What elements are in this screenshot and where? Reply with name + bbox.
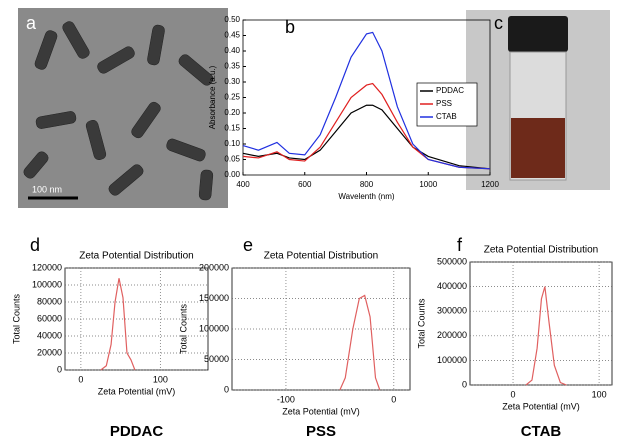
scale-bar-label: 100 nm (32, 184, 62, 194)
y-tick-label: 200000 (437, 330, 467, 340)
y-tick-label: 0.40 (224, 46, 240, 55)
x-axis-label: Zeta Potential (mV) (502, 401, 580, 411)
y-tick-label: 400000 (437, 281, 467, 291)
plot-frame (469, 261, 613, 386)
plot-frame (231, 267, 411, 391)
x-tick-label: -100 (277, 394, 295, 404)
legend-label: CTAB (436, 112, 457, 121)
y-tick-label: 150000 (199, 293, 229, 303)
y-tick-label: 500000 (437, 256, 467, 266)
y-tick-label: 100000 (199, 323, 229, 333)
y-tick-label: 0.05 (224, 155, 240, 164)
chart-title: Zeta Potential Distribution (79, 251, 194, 262)
y-tick-label: 60000 (37, 313, 62, 323)
y-tick-label: 0.10 (224, 139, 240, 148)
y-tick-label: 120000 (32, 262, 62, 272)
y-tick-label: 0 (57, 364, 62, 374)
y-tick-label: 40000 (37, 330, 62, 340)
tem-image (18, 8, 228, 208)
data-line (100, 278, 136, 371)
y-tick-label: 0.50 (224, 15, 240, 24)
legend-label: PSS (436, 99, 452, 108)
y-axis-label: Total Counts (178, 303, 188, 354)
caption: PDDAC (110, 423, 164, 440)
x-tick-label: 0 (78, 374, 83, 384)
chart-title: Zeta Potential Distribution (264, 251, 379, 262)
chart-title: Zeta Potential Distribution (484, 245, 599, 256)
y-tick-label: 0.35 (224, 62, 240, 71)
panel-label: c (494, 13, 503, 33)
x-tick-label: 600 (298, 180, 312, 189)
x-tick-label: 800 (360, 180, 374, 189)
y-tick-label: 0 (224, 384, 229, 394)
y-tick-label: 0.30 (224, 77, 240, 86)
x-tick-label: 100 (592, 389, 607, 399)
data-line (525, 286, 567, 386)
y-axis-label: Absorbance (a.u.) (208, 65, 217, 129)
x-tick-label: 100 (153, 374, 168, 384)
vial-photo (466, 10, 610, 190)
y-tick-label: 0.20 (224, 108, 240, 117)
caption: PSS (306, 423, 336, 440)
data-line (339, 294, 381, 391)
x-axis-label: Wavelenth (nm) (338, 192, 395, 201)
legend-label: PDDAC (436, 86, 464, 95)
y-tick-label: 0.15 (224, 124, 240, 133)
x-tick-label: 400 (236, 180, 250, 189)
y-tick-label: 300000 (437, 306, 467, 316)
x-axis-label: Zeta Potential (mV) (282, 406, 360, 416)
panel-label: f (457, 235, 463, 255)
y-tick-label: 0.25 (224, 93, 240, 102)
x-tick-label: 0 (391, 394, 396, 404)
y-tick-label: 80000 (37, 296, 62, 306)
y-axis-label: Total Counts (11, 293, 21, 344)
y-tick-label: 100000 (437, 355, 467, 365)
y-tick-label: 0 (462, 379, 467, 389)
panel-label: e (243, 235, 253, 255)
y-tick-label: 0.00 (224, 170, 240, 179)
caption: CTAB (521, 423, 562, 440)
y-tick-label: 50000 (204, 354, 229, 364)
y-tick-label: 0.45 (224, 31, 240, 40)
panel-label: a (26, 13, 37, 33)
x-tick-label: 1000 (419, 180, 437, 189)
data-line (242, 82, 491, 170)
x-axis-label: Zeta Potential (mV) (98, 386, 176, 396)
x-tick-label: 1200 (481, 180, 499, 189)
y-tick-label: 200000 (199, 262, 229, 272)
panel-label: d (30, 235, 40, 255)
y-tick-label: 100000 (32, 279, 62, 289)
y-tick-label: 20000 (37, 347, 62, 357)
x-tick-label: 0 (511, 389, 516, 399)
data-line (242, 31, 491, 170)
panel-label: b (285, 17, 295, 37)
y-axis-label: Total Counts (416, 298, 426, 349)
